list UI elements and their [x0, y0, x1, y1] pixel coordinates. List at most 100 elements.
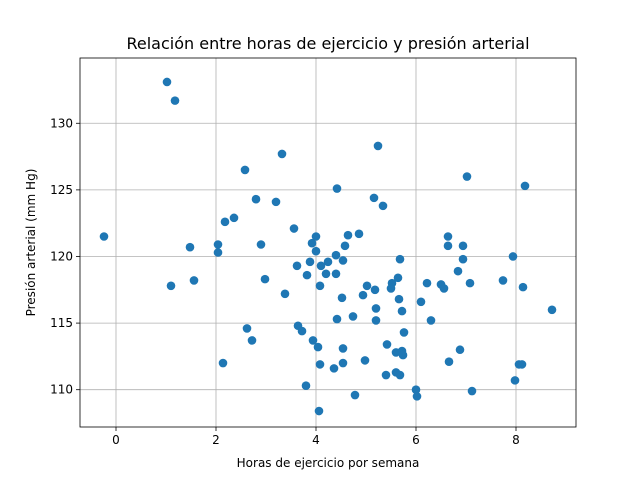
data-point	[370, 285, 380, 295]
data-point	[280, 289, 290, 299]
data-point	[360, 356, 370, 365]
data-point	[498, 276, 508, 285]
data-point	[416, 297, 426, 307]
data-point	[338, 358, 348, 368]
data-point	[277, 149, 287, 159]
data-point	[166, 281, 176, 291]
data-point	[520, 181, 530, 191]
data-point	[371, 304, 381, 313]
data-point	[229, 213, 239, 223]
data-point	[331, 269, 341, 279]
data-point	[337, 293, 347, 303]
data-point	[462, 172, 472, 181]
data-point	[547, 305, 557, 315]
data-point	[373, 141, 383, 151]
data-point	[242, 324, 252, 333]
data-point	[213, 240, 223, 249]
data-point	[358, 290, 368, 300]
data-point	[256, 240, 266, 249]
data-point	[213, 248, 223, 257]
data-point	[369, 193, 379, 203]
y-tick-label: 125	[50, 183, 73, 197]
plot-frame	[79, 57, 577, 428]
data-point	[240, 165, 250, 175]
x-axis-label: Horas de ejercicio por semana	[237, 456, 420, 470]
x-tick-label: 4	[312, 433, 320, 447]
data-point	[443, 232, 453, 241]
data-point	[458, 241, 468, 251]
axis-ticks: 0 2 4 6 8 110 115 120 125 130	[50, 116, 520, 447]
data-point	[302, 270, 312, 280]
data-point	[508, 252, 518, 261]
data-point	[362, 281, 372, 291]
x-tick-label: 6	[412, 433, 420, 447]
data-point	[189, 276, 199, 285]
data-point	[465, 278, 475, 288]
data-point	[412, 392, 422, 401]
data-point	[220, 217, 230, 227]
y-axis-label: Presión arterial (mm Hg)	[24, 169, 38, 317]
data-point	[395, 370, 405, 380]
data-point	[218, 358, 228, 368]
data-point	[316, 261, 326, 271]
data-point	[311, 246, 321, 256]
data-point	[453, 266, 463, 276]
data-point	[394, 294, 404, 304]
data-point	[444, 357, 454, 367]
data-point	[422, 278, 432, 288]
grid-lines	[80, 58, 576, 427]
data-point	[323, 257, 333, 267]
data-point	[307, 238, 317, 248]
x-tick-label: 8	[512, 433, 520, 447]
data-point	[289, 224, 299, 233]
data-point	[185, 242, 195, 252]
data-point	[387, 278, 397, 288]
data-point	[301, 381, 311, 391]
data-point	[398, 350, 408, 360]
data-point	[162, 77, 172, 87]
y-tick-label: 130	[50, 116, 73, 130]
data-point	[411, 385, 421, 395]
data-point	[99, 232, 109, 241]
data-point	[331, 250, 341, 260]
data-point	[458, 254, 468, 264]
data-point	[378, 201, 388, 211]
data-point	[297, 326, 307, 336]
y-tick-label: 110	[50, 383, 73, 397]
data-point	[455, 345, 465, 355]
x-tick-label: 2	[212, 433, 220, 447]
data-point	[338, 344, 348, 353]
data-point	[393, 273, 403, 283]
data-point	[426, 316, 436, 325]
chart-title: Relación entre horas de ejercicio y pres…	[126, 34, 529, 53]
data-point	[395, 254, 405, 264]
data-point	[371, 316, 381, 325]
data-point	[443, 241, 453, 251]
data-point	[329, 364, 339, 373]
data-point	[315, 360, 325, 369]
data-point	[510, 376, 520, 385]
data-point	[247, 336, 257, 345]
data-point	[332, 184, 342, 193]
data-point	[518, 282, 528, 292]
y-tick-label: 120	[50, 249, 73, 263]
data-point	[467, 386, 477, 396]
data-point	[439, 284, 449, 293]
y-tick-label: 115	[50, 316, 73, 330]
data-points	[99, 77, 557, 416]
data-point	[332, 314, 342, 324]
data-point	[321, 269, 331, 279]
data-point	[251, 194, 261, 204]
data-point	[315, 281, 325, 291]
data-point	[170, 96, 180, 105]
data-point	[308, 336, 318, 345]
data-point	[271, 197, 281, 207]
data-point	[340, 241, 350, 251]
x-tick-label: 0	[112, 433, 120, 447]
data-point	[305, 257, 315, 267]
data-point	[399, 328, 409, 337]
data-point	[292, 261, 302, 271]
data-point	[397, 306, 407, 316]
data-point	[311, 232, 321, 241]
